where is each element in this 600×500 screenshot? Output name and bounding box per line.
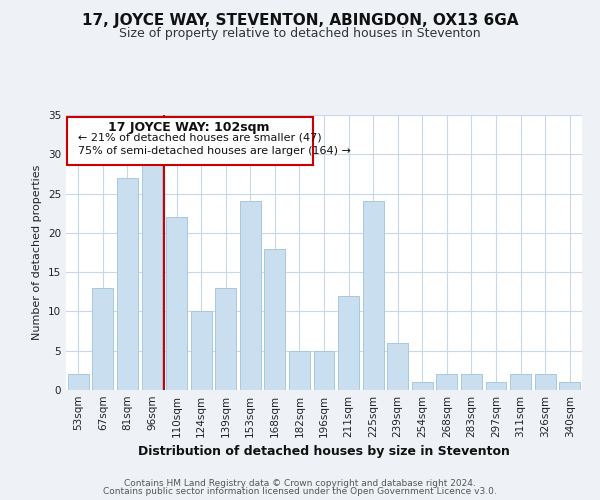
Bar — [485, 382, 506, 390]
Text: Contains public sector information licensed under the Open Government Licence v3: Contains public sector information licen… — [103, 487, 497, 496]
Bar — [461, 374, 482, 390]
Text: ← 21% of detached houses are smaller (47): ← 21% of detached houses are smaller (47… — [78, 132, 322, 142]
X-axis label: Distribution of detached houses by size in Steventon: Distribution of detached houses by size … — [138, 446, 510, 458]
Bar — [535, 374, 556, 390]
Bar — [436, 374, 457, 390]
Bar — [191, 312, 212, 390]
Bar — [215, 288, 236, 390]
Bar — [92, 288, 113, 390]
Bar — [338, 296, 359, 390]
Bar — [68, 374, 89, 390]
Text: Size of property relative to detached houses in Steventon: Size of property relative to detached ho… — [119, 28, 481, 40]
Bar — [142, 162, 163, 390]
Bar — [510, 374, 531, 390]
Text: 17 JOYCE WAY: 102sqm: 17 JOYCE WAY: 102sqm — [108, 120, 269, 134]
Bar — [559, 382, 580, 390]
Text: 75% of semi-detached houses are larger (164) →: 75% of semi-detached houses are larger (… — [78, 146, 351, 156]
Text: 17, JOYCE WAY, STEVENTON, ABINGDON, OX13 6GA: 17, JOYCE WAY, STEVENTON, ABINGDON, OX13… — [82, 12, 518, 28]
Bar — [166, 217, 187, 390]
Bar — [387, 343, 408, 390]
Bar — [265, 248, 286, 390]
FancyBboxPatch shape — [67, 116, 313, 166]
Bar — [289, 350, 310, 390]
Bar — [117, 178, 138, 390]
Bar — [362, 202, 383, 390]
Bar — [314, 350, 334, 390]
Bar — [240, 202, 261, 390]
Text: Contains HM Land Registry data © Crown copyright and database right 2024.: Contains HM Land Registry data © Crown c… — [124, 478, 476, 488]
Bar — [412, 382, 433, 390]
Y-axis label: Number of detached properties: Number of detached properties — [32, 165, 43, 340]
